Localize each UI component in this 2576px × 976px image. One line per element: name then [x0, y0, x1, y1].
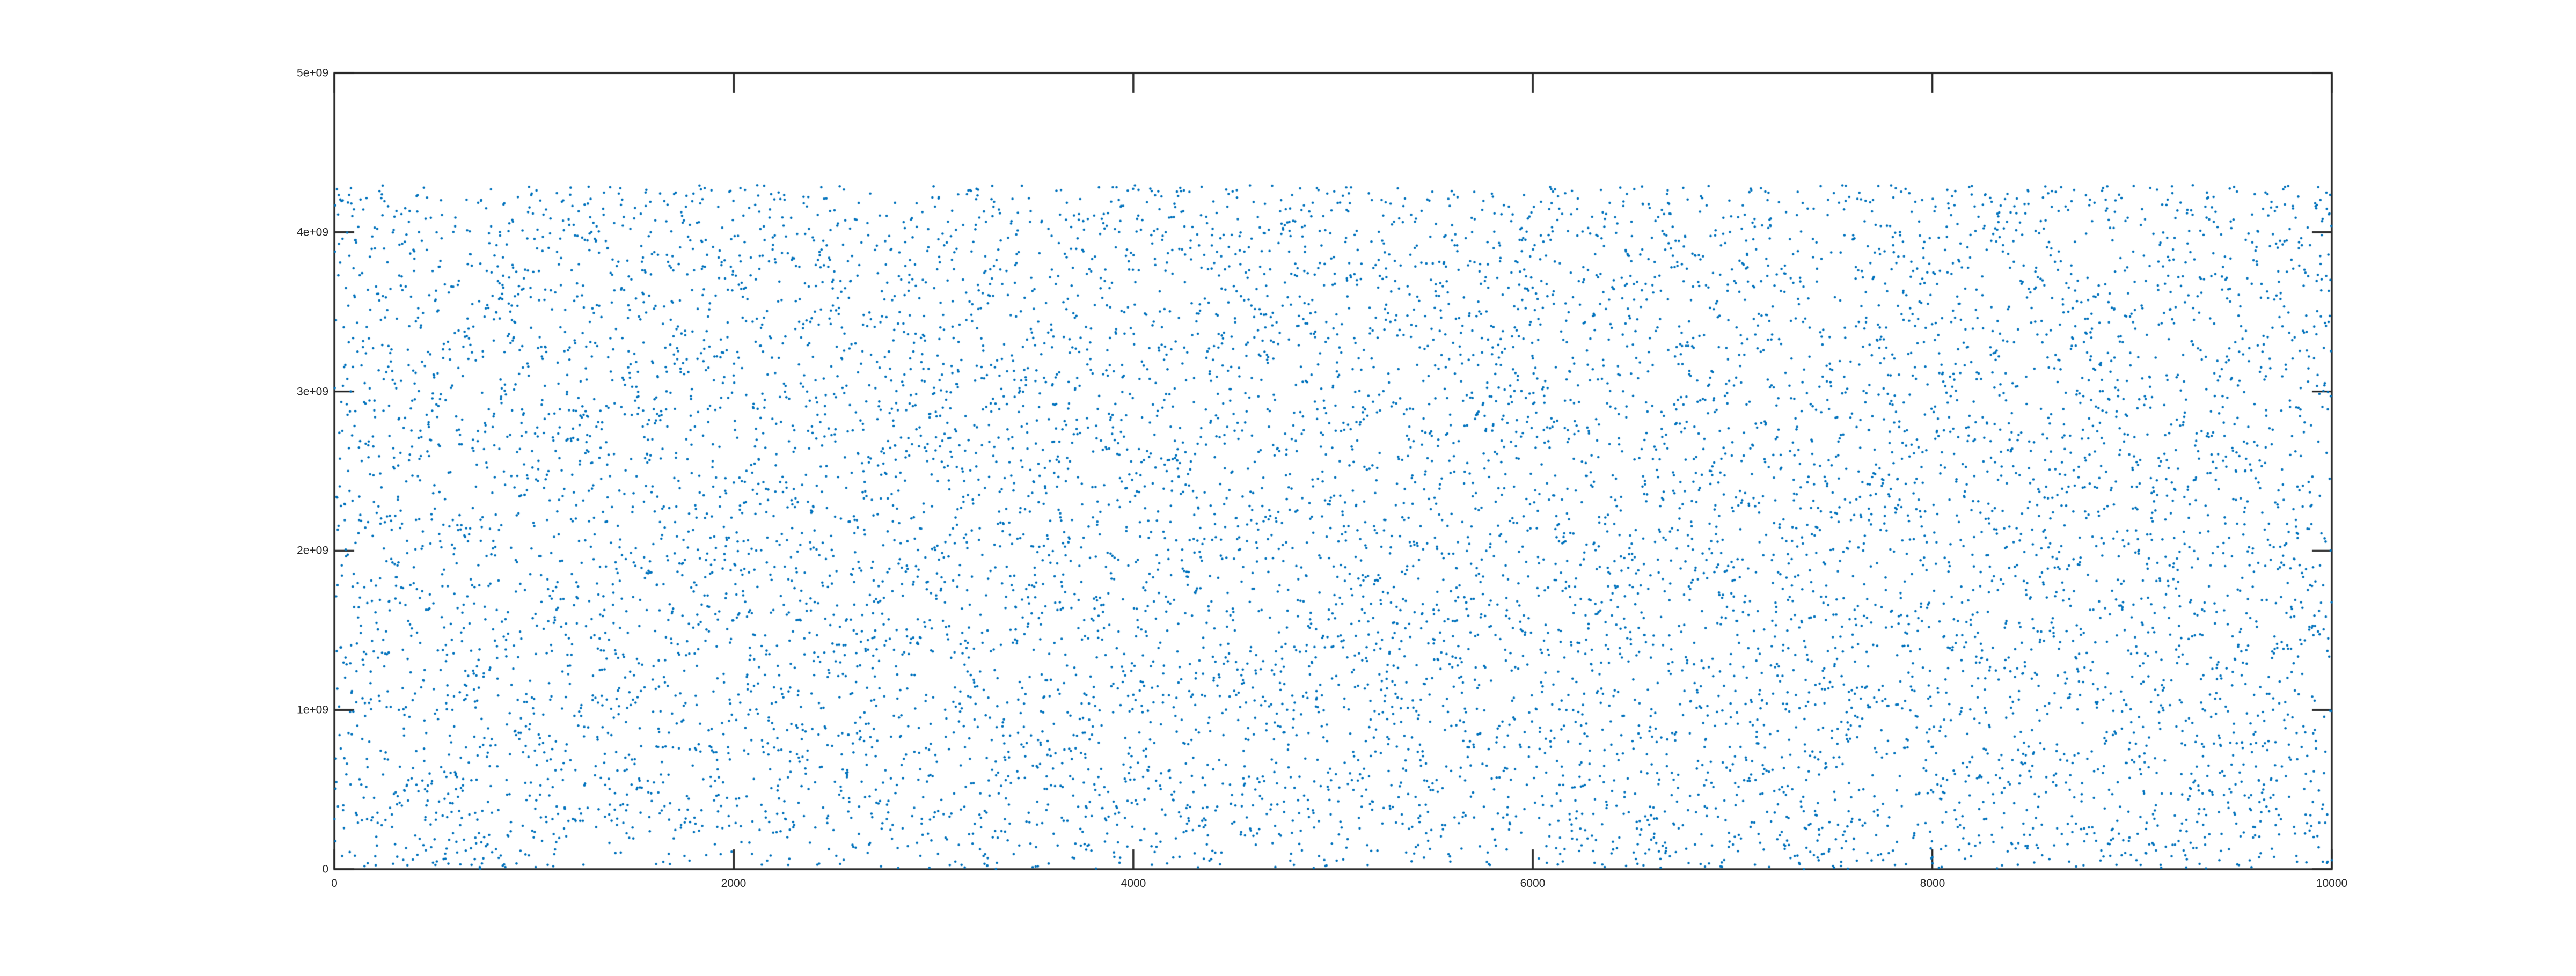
y-tick-label: 1e+09 [297, 703, 328, 716]
y-tick-label: 0 [322, 863, 328, 876]
x-tick-label: 0 [331, 877, 338, 890]
y-tick-label: 3e+09 [297, 385, 328, 398]
x-tick-label: 8000 [1920, 877, 1945, 890]
x-tick-label: 4000 [1121, 877, 1146, 890]
x-tick-label: 2000 [721, 877, 747, 890]
y-tick-label: 4e+09 [297, 226, 328, 239]
x-tick-label: 10000 [2316, 877, 2348, 890]
y-tick-label: 2e+09 [297, 544, 328, 557]
y-tick-label: 5e+09 [297, 67, 328, 79]
x-tick-label: 6000 [1520, 877, 1546, 890]
